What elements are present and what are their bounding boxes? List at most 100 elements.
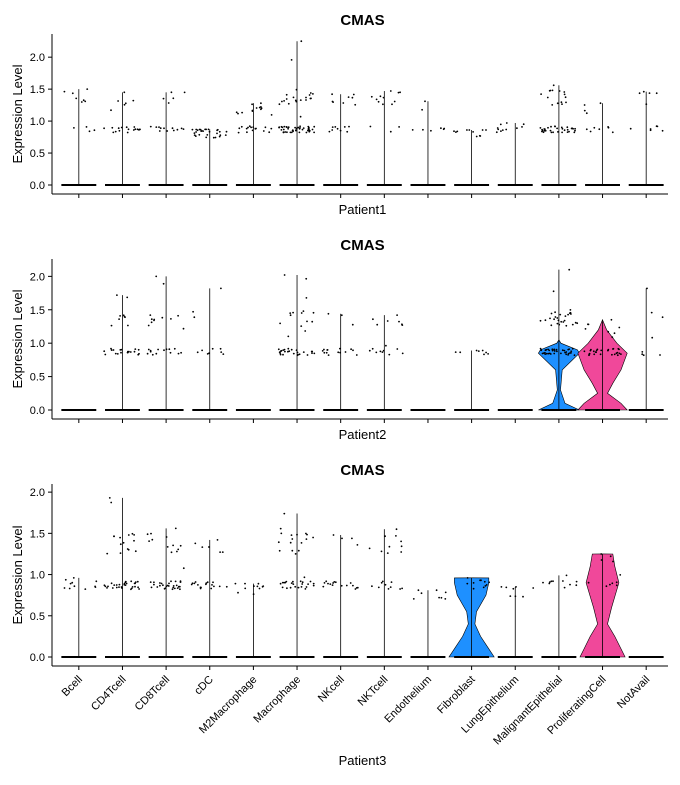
panel1-point-NKTcell-4 [375, 98, 378, 101]
panel2-point-NKTcell-6 [376, 323, 379, 326]
panel3-point-Macrophage-30 [280, 532, 283, 535]
panel1-max-point-cDC [204, 128, 207, 131]
panel2-point-Macrophage-20 [298, 353, 301, 356]
panel1-point-CD4Tcell-3 [133, 126, 136, 128]
panel2-point-NKTcell-2 [396, 348, 399, 350]
panel1-point-cDC-26 [194, 135, 197, 138]
panel1-point-CD4Tcell-6 [117, 127, 120, 130]
panel1-point-CD4Tcell-0 [114, 130, 117, 133]
panel1-point-Bcell-0 [82, 99, 85, 102]
panel3-point-cDC-5 [197, 584, 199, 586]
panel2-point-NKTcell-5 [401, 323, 403, 326]
panel1-point-CD4Tcell-18 [126, 131, 129, 134]
panel3-ytick-label-3: 1.5 [30, 528, 45, 540]
panel1-point-CD4Tcell-12 [120, 126, 123, 129]
panel1-point-MalignantEpithelial-9 [565, 101, 567, 104]
panel3-point-NKTcell-4 [388, 545, 391, 548]
panel1-point-Endothelium-1 [411, 129, 414, 131]
panel3-point-NKcell-3 [329, 583, 332, 585]
panel3-point-CD4Tcell-37 [111, 587, 114, 589]
panel2-point-CD4Tcell-1 [110, 349, 113, 351]
panel3-point-CD8Tcell-16 [153, 583, 155, 586]
panel2-point-CD8Tcell-19 [169, 351, 172, 354]
panel1-point-Bcell-2 [85, 126, 88, 128]
panel3-point-NKTcell-1 [386, 552, 389, 554]
panel2-point-CD8Tcell-17 [149, 314, 152, 316]
panel3-point-Macrophage-25 [283, 581, 285, 584]
panel3-point-MalignantEpithelial-2 [542, 581, 544, 584]
panel3-point-ProliferatingCell-1 [612, 560, 614, 563]
panel1-points-Macrophage [278, 40, 316, 134]
panel2-point-Macrophage-34 [283, 348, 286, 351]
panel2-point-Macrophage-25 [287, 347, 290, 350]
panel3-point-Bcell-1 [68, 587, 71, 590]
category-label-NotAvail: NotAvail [615, 674, 652, 711]
panel2-point-CD4Tcell-23 [116, 353, 119, 355]
panel1-ytick-label-3: 1.5 [30, 84, 45, 96]
panel1-point-MalignantEpithelial-18 [557, 131, 559, 133]
panel1-point-cDC-1 [195, 128, 198, 131]
panel3-point-Bcell-7 [94, 586, 97, 588]
panel1-point-ProliferatingCell-2 [583, 109, 586, 112]
panel3-point-CD4Tcell-33 [124, 584, 127, 586]
panel2-point-CD8Tcell-2 [147, 324, 150, 327]
panel2-point-NKcell-14 [351, 323, 354, 326]
panel1-point-CD8Tcell-0 [172, 97, 175, 100]
panel3-point-cDC-16 [208, 546, 210, 548]
panel3-point-MalignantEpithelial-0 [548, 582, 551, 585]
panel1-point-MalignantEpithelial-41 [563, 91, 566, 93]
panel3-point-MalignantEpithelial-5 [550, 580, 553, 583]
panel3-point-Macrophage-15 [286, 587, 288, 590]
panel1-points-cDC [191, 128, 228, 139]
panel1-point-NotAvail-1 [648, 92, 651, 94]
panel3-point-NKcell-18 [327, 582, 329, 585]
panel1-point-MalignantEpithelial-12 [566, 126, 569, 129]
panel1-point-M2Macrophage-23 [251, 103, 254, 106]
panel1-point-Macrophage-8 [311, 128, 314, 131]
panel2-point-ProliferatingCell-18 [595, 351, 597, 354]
panel2-point-NKcell-6 [355, 354, 358, 356]
panel2-point-CD4Tcell-27 [112, 349, 115, 351]
panel1-point-cDC-12 [208, 130, 211, 133]
panel2-point-MalignantEpithelial-31 [554, 316, 557, 318]
panel3-point-cDC-14 [205, 583, 207, 586]
panel2-point-ProliferatingCell-25 [607, 330, 610, 333]
panel2-ytick-label-1: 0.5 [30, 372, 45, 384]
panel1-point-MalignantEpithelial-11 [561, 131, 563, 134]
panel3-point-Macrophage-12 [279, 527, 282, 530]
panel1-point-CD4Tcell-16 [138, 128, 141, 131]
panel2-point-CD4Tcell-10 [127, 324, 129, 327]
panel1-point-Macrophage-37 [285, 93, 288, 96]
panel3-point-M2Macrophage-9 [256, 585, 259, 588]
panel2-point-CD4Tcell-25 [133, 350, 136, 353]
panel3-point-CD8Tcell-18 [156, 586, 159, 588]
panel3-point-Endothelium-6 [420, 592, 423, 595]
panel3-point-Macrophage-18 [294, 585, 297, 588]
panel1-point-Bcell-7 [73, 127, 75, 129]
panel1-point-NotAvail-4 [629, 127, 632, 130]
panel3-point-NKTcell-10 [390, 581, 393, 583]
panel3-point-Fibroblast-3 [472, 582, 475, 584]
panel3-point-CD8Tcell-37 [175, 584, 178, 587]
panel2-point-MalignantEpithelial-56 [544, 349, 547, 352]
panel3-point-CD8Tcell-3 [165, 536, 168, 538]
panel3-point-LungEpithelium-0 [532, 587, 535, 589]
panel2-title: CMAS [340, 237, 384, 254]
panel1-point-cDC-2 [212, 136, 215, 139]
panel3-point-Macrophage-33 [300, 586, 303, 588]
panel2-point-CD4Tcell-11 [118, 318, 120, 320]
panel2-point-ProliferatingCell-33 [616, 354, 619, 357]
panel2-point-MalignantEpithelial-44 [545, 352, 548, 355]
panel1-point-M2Macrophage-21 [258, 106, 261, 109]
panel1-point-MalignantEpithelial-32 [548, 89, 551, 92]
panel1-points-LungEpithelium [495, 122, 525, 134]
panel3-max-point-Macrophage [283, 512, 286, 515]
panel3-point-CD8Tcell-15 [182, 567, 185, 570]
panel1-point-NKcell-8 [331, 100, 334, 103]
panel2-ytick-label-0: 0.0 [30, 405, 45, 417]
panel1-point-Endothelium-0 [430, 129, 432, 132]
panel3-point-MalignantEpithelial-6 [562, 580, 564, 582]
panel1-point-CD4Tcell-5 [124, 102, 127, 105]
panel2-point-MalignantEpithelial-57 [541, 352, 544, 355]
